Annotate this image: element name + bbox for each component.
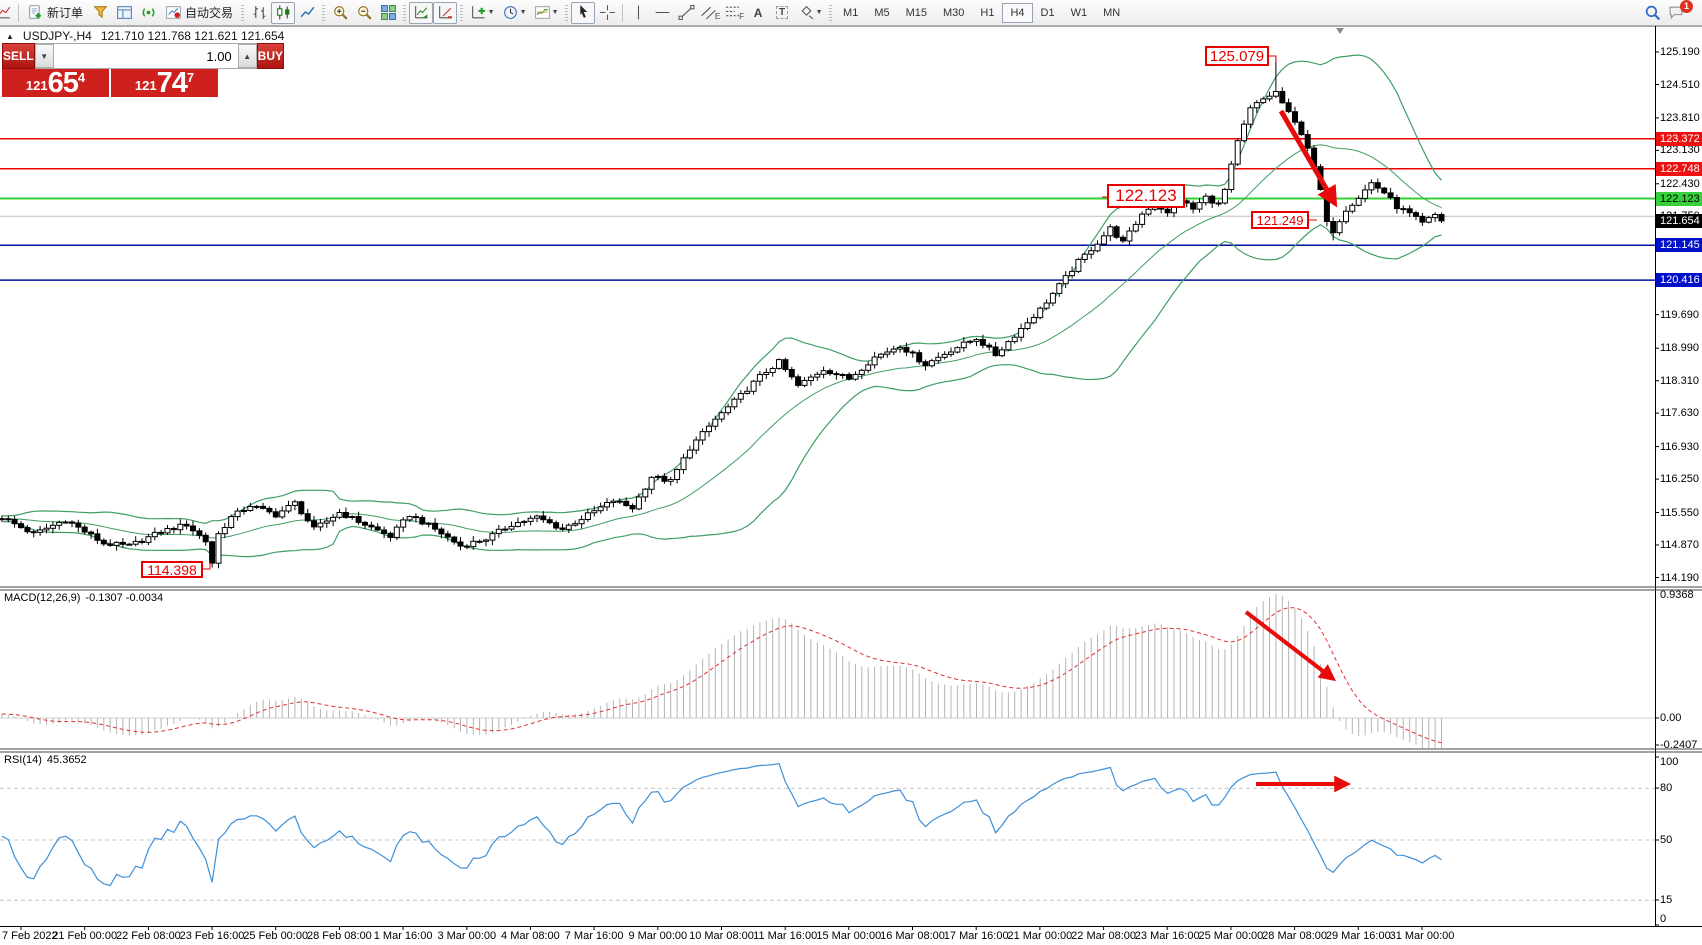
line-chart-icon[interactable]	[295, 2, 319, 24]
macd-name: MACD(12,26,9)	[4, 592, 81, 604]
new-order-button[interactable]: 新订单	[22, 2, 88, 24]
chart-ohlc-values: 121.710 121.768 121.621 121.654	[100, 29, 285, 43]
timeframe-m30[interactable]: M30	[943, 6, 965, 19]
sell-button[interactable]: SELL	[2, 43, 35, 69]
buy-price-button[interactable]: 121 74 7	[111, 67, 218, 99]
crosshair-icon[interactable]	[595, 2, 619, 24]
toolbar-grip	[829, 4, 833, 21]
price-callout-feb-low[interactable]: 114.398	[141, 561, 203, 578]
chart-window-title: ▲ USDJPY-,H4 121.710 121.768 121.621 121…	[6, 29, 284, 43]
signals-icon[interactable]	[136, 2, 160, 24]
toolbar-separator	[18, 3, 19, 22]
timeframe-m15[interactable]: M15	[905, 6, 927, 19]
timeframe-h4[interactable]: H4	[1002, 2, 1033, 23]
chart-template-icon[interactable]: ▼	[530, 2, 562, 24]
candlestick-chart-icon[interactable]	[271, 1, 296, 24]
auto-trading-button[interactable]: 自动交易	[160, 2, 238, 24]
chart-symbol-period: USDJPY-,H4	[22, 29, 92, 43]
rsi-panel-label: RSI(14) 45.3652	[4, 754, 87, 766]
timeframe-m1[interactable]: M1	[843, 6, 859, 19]
text-tool-icon[interactable]: A	[753, 5, 763, 20]
volume-decrease-button[interactable]: ▼	[34, 44, 54, 68]
macd-plot[interactable]	[0, 594, 1655, 748]
profile-chart-icon[interactable]	[0, 2, 15, 24]
fibonacci-tool-icon[interactable]: F	[722, 2, 746, 24]
market-watch-icon[interactable]	[112, 2, 136, 24]
auto-trading-label: 自动交易	[185, 6, 234, 20]
chevron-down-icon: ▼	[551, 9, 559, 16]
chart-shift-marker-icon[interactable]	[1336, 28, 1344, 34]
volume-stepper: ▼ ▲	[34, 43, 257, 69]
buy-price-pip: 7	[186, 70, 195, 85]
volume-input[interactable]	[53, 44, 238, 68]
price-callout-peak[interactable]: 125.079	[1205, 46, 1269, 66]
buy-price-figure: 121	[134, 78, 157, 93]
rsi-plot[interactable]	[0, 762, 1655, 901]
toolbar-grip	[565, 4, 569, 21]
trend-arrow-macd[interactable]	[1244, 610, 1336, 682]
macd-values: -0.1307 -0.0034	[85, 592, 164, 604]
toolbar-grip	[460, 4, 464, 21]
sell-price-figure: 121	[25, 78, 48, 93]
indicator-window-icon[interactable]	[409, 1, 434, 24]
toolbar-grip	[322, 4, 326, 21]
sell-price-pip: 4	[77, 70, 86, 85]
text-label-tool-icon[interactable]: T	[770, 2, 794, 24]
zoom-in-icon[interactable]	[328, 2, 352, 24]
toolbar: 新订单 自动交易	[0, 0, 1702, 26]
timeframe-m5[interactable]: M5	[874, 6, 890, 19]
fibonacci-subscript-label: F	[739, 12, 744, 21]
time-axis[interactable]	[0, 926, 1702, 945]
main-price-plot[interactable]	[0, 54, 1445, 569]
price-axis[interactable]	[1655, 26, 1702, 926]
callout-connectors	[203, 55, 1317, 570]
buy-price-big: 74	[156, 67, 188, 99]
sell-price-button[interactable]: 121 65 4	[2, 67, 109, 99]
shapes-tool-icon[interactable]: ▼	[794, 2, 826, 24]
trend-arrow-main[interactable]	[1278, 109, 1338, 208]
collapse-triangle-icon: ▲	[6, 31, 14, 41]
new-order-label: 新订单	[47, 6, 84, 20]
channel-subscript-label: E	[714, 12, 721, 21]
chevron-down-icon: ▼	[487, 9, 495, 16]
zoom-out-icon[interactable]	[352, 2, 376, 24]
trendline-tool-icon[interactable]	[674, 2, 698, 24]
chat-notifications-icon[interactable]: 1	[1664, 0, 1693, 24]
search-icon[interactable]	[1640, 2, 1664, 24]
chevron-down-icon: ▼	[815, 9, 823, 16]
chevron-down-icon: ▼	[519, 9, 527, 16]
bar-chart-icon[interactable]	[247, 2, 271, 24]
price-divider	[109, 69, 111, 97]
timeframe-w1[interactable]: W1	[1070, 6, 1088, 19]
price-callout-recent-low[interactable]: 121.249	[1251, 211, 1309, 229]
indicator-window-close-icon[interactable]	[433, 1, 458, 24]
depth-of-market-icon[interactable]	[88, 2, 112, 24]
periods-clock-icon[interactable]: ▼	[498, 2, 530, 24]
notification-count-badge: 1	[1680, 0, 1693, 13]
horizontal-line-tool-icon[interactable]	[650, 2, 674, 24]
toolbar-separator	[622, 3, 624, 22]
price-callout-level[interactable]: 122.123	[1107, 184, 1185, 208]
rsi-name: RSI(14)	[4, 754, 42, 766]
timeframe-mn[interactable]: MN	[1103, 6, 1121, 19]
equidistant-channel-tool-icon[interactable]: E	[698, 2, 722, 24]
timeframe-h1[interactable]: H1	[980, 6, 995, 19]
macd-panel-label: MACD(12,26,9) -0.1307 -0.0034	[4, 592, 163, 604]
add-indicator-icon[interactable]: ▼	[466, 2, 498, 24]
volume-increase-button[interactable]: ▲	[237, 44, 257, 68]
toolbar-grip	[403, 4, 407, 21]
toolbar-grip	[241, 4, 245, 21]
timeframe-d1[interactable]: D1	[1040, 6, 1055, 19]
tile-windows-icon[interactable]	[376, 2, 400, 24]
sell-price-big: 65	[47, 67, 79, 99]
rsi-value: 45.3652	[46, 754, 87, 766]
vertical-line-tool-icon[interactable]	[626, 2, 650, 24]
cursor-icon[interactable]	[571, 1, 596, 24]
buy-button[interactable]: BUY	[256, 43, 285, 69]
